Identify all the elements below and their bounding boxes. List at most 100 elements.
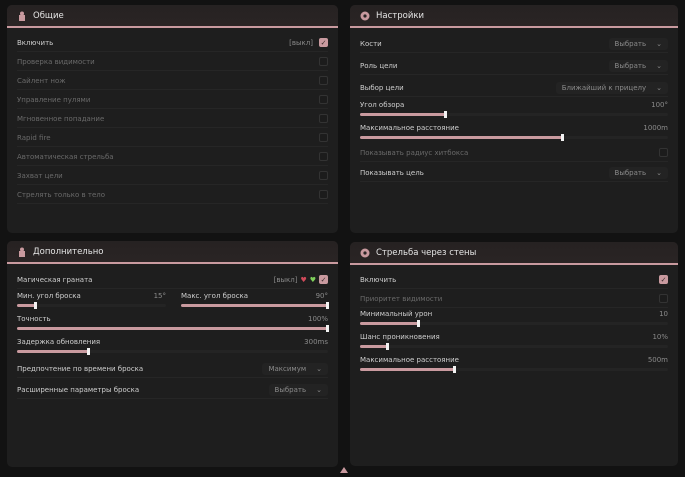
fov-slider[interactable]: Угол обзора 100° [360, 101, 668, 118]
chevron-down-icon: ⌄ [656, 83, 662, 92]
option-checkbox[interactable] [319, 190, 328, 199]
max-angle-slider[interactable]: Макс. угол броска 90° [181, 292, 329, 309]
visibility-priority-checkbox[interactable] [659, 294, 668, 303]
slider-value: 10% [652, 333, 668, 341]
slider-handle[interactable] [444, 111, 448, 118]
chevron-down-icon: ⌄ [656, 39, 662, 48]
grenade-label: Магическая граната [17, 275, 93, 284]
keybind[interactable]: [выкл] [289, 38, 313, 47]
slider-fill [17, 327, 328, 330]
dropdown-value: Выбрать [614, 61, 647, 70]
panel-header: Дополнительно [7, 241, 338, 264]
show-target-row: Показывать цель Выбрать ⌄ [360, 164, 668, 182]
slider-handle[interactable] [86, 348, 90, 355]
agent-icon [19, 11, 25, 21]
slider-track[interactable] [17, 325, 329, 332]
option-checkbox[interactable] [319, 76, 328, 85]
chevron-down-icon: ⌄ [656, 168, 662, 177]
heart-green-icon[interactable]: ♥ [309, 275, 316, 284]
option-label: Мгновенное попадание [17, 114, 105, 123]
bones-dropdown[interactable]: Выбрать ⌄ [608, 37, 668, 50]
slider-label: Угол обзора [360, 101, 405, 109]
slider-label: Максимальное расстояние [360, 356, 459, 364]
visibility-priority-row[interactable]: Приоритет видимости [360, 290, 668, 308]
dropdown-value: Максимум [268, 364, 307, 373]
show-target-label: Показывать цель [360, 168, 424, 177]
slider-track[interactable] [360, 134, 668, 141]
enable-checkbox[interactable]: ✓ [319, 38, 328, 47]
heart-red-icon[interactable]: ♥ [300, 275, 307, 284]
option-checkbox[interactable] [319, 171, 328, 180]
penetration-slider[interactable]: Шанс проникновения 10% [360, 333, 668, 350]
slider-track[interactable] [360, 111, 668, 118]
target-select-row: Выбор цели Ближайший к прицелу ⌄ [360, 79, 668, 97]
show-hitbox-checkbox[interactable] [659, 148, 668, 157]
slider-label: Минимальный урон [360, 310, 433, 318]
general-option-row[interactable]: Захват цели [17, 167, 328, 185]
general-panel: Общие Включить [выкл] ✓ Проверка видимости… [7, 5, 338, 233]
enable-label: Включить [17, 38, 54, 47]
slider-track[interactable] [360, 343, 668, 350]
option-checkbox[interactable] [319, 133, 328, 142]
enable-row[interactable]: Включить [выкл] ✓ [17, 34, 328, 52]
wall-enable-row[interactable]: Включить ✓ [360, 271, 668, 289]
option-checkbox[interactable] [319, 57, 328, 66]
throw-pref-dropdown[interactable]: Максимум ⌄ [262, 362, 328, 375]
show-hitbox-row[interactable]: Показывать радиус хитбокса [360, 144, 668, 162]
slider-track[interactable] [181, 302, 329, 309]
keybind[interactable]: [выкл] [273, 275, 298, 284]
update-delay-slider[interactable]: Задержка обновления 300ms [17, 338, 328, 355]
target-select-label: Выбор цели [360, 83, 404, 92]
wall-enable-checkbox[interactable]: ✓ [659, 275, 668, 284]
max-distance-slider[interactable]: Максимальное расстояние 1000m [360, 124, 668, 141]
general-option-row[interactable]: Стрелять только в тело [17, 186, 328, 204]
slider-value: 300ms [304, 338, 328, 346]
slider-handle[interactable] [385, 343, 389, 350]
option-checkbox[interactable] [319, 114, 328, 123]
panel-title: Общие [33, 10, 64, 21]
slider-label: Мин. угол броска [17, 292, 81, 300]
target-role-label: Роль цели [360, 61, 398, 70]
accuracy-slider[interactable]: Точность 100% [17, 315, 329, 332]
grenade-checkbox[interactable]: ✓ [319, 275, 328, 284]
general-option-row[interactable]: Проверка видимости [17, 53, 328, 71]
option-checkbox[interactable] [319, 95, 328, 104]
throw-pref-row: Предпочтение по времени броска Максимум ⌄ [17, 360, 328, 378]
target-select-dropdown[interactable]: Ближайший к прицелу ⌄ [555, 81, 668, 94]
panel-header: Общие [7, 5, 338, 28]
target-role-row: Роль цели Выбрать ⌄ [360, 57, 668, 75]
slider-track[interactable] [360, 366, 668, 373]
show-target-dropdown[interactable]: Выбрать ⌄ [608, 166, 668, 179]
collapse-arrow-icon[interactable] [340, 467, 348, 473]
panel-title: Настройки [376, 10, 425, 21]
slider-fill [360, 136, 564, 139]
slider-handle[interactable] [453, 366, 457, 373]
slider-track[interactable] [360, 320, 668, 327]
slider-handle[interactable] [326, 325, 329, 332]
slider-fill [17, 304, 37, 307]
dropdown-value: Выбрать [274, 385, 307, 394]
target-role-dropdown[interactable]: Выбрать ⌄ [608, 59, 668, 72]
slider-handle[interactable] [326, 302, 329, 309]
wall-max-distance-slider[interactable]: Максимальное расстояние 500m [360, 356, 668, 373]
slider-handle[interactable] [416, 320, 420, 327]
slider-track[interactable] [17, 302, 166, 309]
extra-panel: Дополнительно Магическая граната [выкл] ♥ ♥… [7, 241, 338, 467]
slider-label: Точность [17, 315, 51, 323]
option-checkbox[interactable] [319, 152, 328, 161]
grenade-row[interactable]: Магическая граната [выкл] ♥ ♥ ✓ [17, 271, 328, 289]
option-label: Управление пулями [17, 95, 91, 104]
min-angle-slider[interactable]: Мин. угол броска 15° [17, 292, 166, 309]
general-option-row[interactable]: Сайлент нож [17, 72, 328, 90]
slider-track[interactable] [17, 348, 328, 355]
min-damage-slider[interactable]: Минимальный урон 10 [360, 310, 668, 327]
slider-handle[interactable] [561, 134, 565, 141]
general-option-row[interactable]: Управление пулями [17, 91, 328, 109]
general-option-row[interactable]: Rapid fire [17, 129, 328, 147]
chevron-down-icon: ⌄ [316, 364, 322, 373]
slider-handle[interactable] [34, 302, 38, 309]
general-option-row[interactable]: Мгновенное попадание [17, 110, 328, 128]
adv-throw-dropdown[interactable]: Выбрать ⌄ [268, 383, 328, 396]
general-option-row[interactable]: Автоматическая стрельба [17, 148, 328, 166]
flower-icon [360, 11, 370, 20]
